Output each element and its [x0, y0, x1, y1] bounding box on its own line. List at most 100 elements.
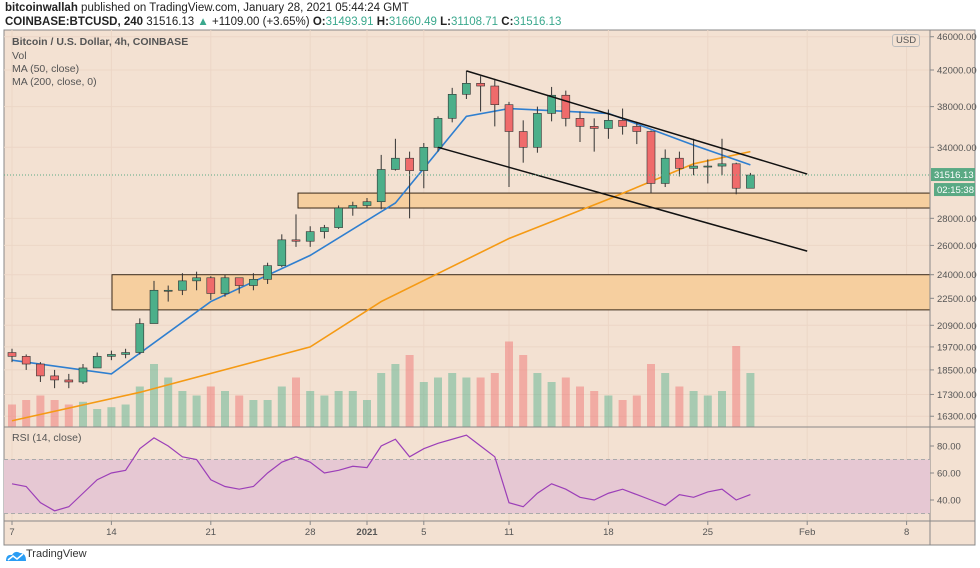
channel-lower-line: [437, 146, 808, 252]
candle: [7, 352, 17, 357]
volume-bar: [547, 382, 556, 427]
volume-bar: [277, 386, 286, 427]
candle: [589, 126, 599, 129]
legend-ma200[interactable]: MA (200, close, 0): [12, 76, 97, 88]
rsi-axis-label: 60.00: [937, 469, 961, 480]
candle: [50, 375, 59, 381]
price-axis-label: 46000.00: [937, 32, 977, 43]
price-axis-label: 38000.00: [937, 102, 977, 113]
symbol: COINBASE:BTCUSD, 240: [5, 16, 144, 28]
time-axis-label: 7: [9, 527, 14, 538]
candle: [305, 231, 315, 242]
candle: [391, 157, 400, 170]
candle: [163, 289, 173, 292]
volume-bar: [206, 386, 215, 427]
volume-bar: [533, 373, 542, 427]
time-axis-label: 14: [106, 527, 117, 538]
volume-bar: [249, 400, 258, 427]
open-value: 31493.91: [325, 16, 374, 28]
candle: [64, 379, 74, 383]
candle: [561, 94, 571, 119]
time-axis-label: Feb: [799, 527, 815, 538]
candle: [547, 94, 556, 114]
high-label: H:: [376, 16, 389, 28]
candle: [575, 118, 585, 127]
volume-bar: [292, 377, 300, 427]
candle: [78, 367, 88, 383]
candle: [646, 131, 656, 184]
candle: [234, 277, 244, 286]
candle: [447, 94, 457, 119]
price-axis-label: 22500.00: [937, 294, 977, 305]
rsi-line: [11, 434, 751, 512]
volume-bar: [519, 355, 528, 427]
currency-badge[interactable]: USD: [892, 34, 921, 47]
price-change: +1109.00 (+3.65%): [212, 16, 310, 28]
volume-bar: [306, 391, 315, 427]
volume-bar: [675, 386, 684, 427]
candle: [107, 354, 116, 357]
volume-bar: [405, 355, 414, 427]
volume-bar: [22, 400, 31, 427]
candle: [632, 126, 642, 132]
price-axis-label: 17300.00: [937, 390, 977, 401]
candle: [604, 120, 613, 129]
candle: [731, 163, 741, 189]
volume-bar: [93, 409, 102, 427]
volume-bar: [377, 373, 386, 427]
candle: [291, 239, 301, 242]
volume-bar: [178, 391, 187, 427]
volume-bar: [703, 395, 712, 427]
volume-bar: [561, 377, 570, 427]
candle: [220, 277, 230, 294]
volume-bar: [320, 395, 329, 427]
candle: [717, 163, 727, 167]
legend-ma50[interactable]: MA (50, close): [12, 63, 80, 75]
candle: [320, 227, 329, 232]
candle: [121, 352, 130, 355]
price-axis-label: 16300.00: [937, 412, 977, 423]
volume-bar: [235, 395, 244, 427]
open-label: O:: [312, 16, 326, 28]
candle: [476, 83, 485, 87]
volume-bar: [448, 373, 457, 427]
volume-bar: [135, 386, 144, 427]
volume-bar: [107, 407, 116, 427]
volume-bar: [505, 341, 513, 427]
volume-bar: [732, 346, 741, 427]
low-value: 31108.71: [450, 16, 499, 28]
volume-bar: [334, 391, 343, 427]
candle: [362, 201, 372, 206]
price-axis-label: 28000.00: [937, 214, 977, 225]
channel-upper-line: [466, 70, 808, 175]
volume-bar: [164, 377, 173, 427]
candle: [518, 131, 528, 148]
volume-bar: [632, 395, 641, 427]
price-axis-label: 42000.00: [937, 66, 977, 77]
author[interactable]: bitcoinwallah: [5, 2, 78, 14]
volume-bar: [363, 400, 371, 427]
volume-bar: [434, 377, 442, 427]
volume-bar: [64, 404, 73, 427]
volume-bar: [490, 373, 499, 427]
close-value: 31516.13: [513, 16, 562, 28]
time-axis-label: 11: [504, 527, 514, 538]
candle: [206, 277, 216, 294]
volume-bar: [462, 377, 471, 427]
volume-bar: [121, 404, 130, 427]
last-price-badge: [931, 168, 975, 182]
legend-volume[interactable]: Vol: [12, 50, 27, 62]
ma50-line: [11, 107, 751, 375]
price-axis-label: 26000.00: [937, 241, 977, 252]
candle: [36, 363, 45, 377]
volume-bar: [604, 395, 613, 427]
candle: [149, 289, 159, 324]
low-label: L:: [440, 16, 451, 28]
last-price: 31516.13: [146, 16, 195, 28]
legend-rsi[interactable]: RSI (14, close): [12, 432, 82, 444]
tradingview-logo-icon: [6, 551, 26, 561]
candle: [334, 207, 343, 228]
price-axis-label: 20900.00: [937, 321, 977, 332]
volume-bar: [419, 382, 428, 427]
